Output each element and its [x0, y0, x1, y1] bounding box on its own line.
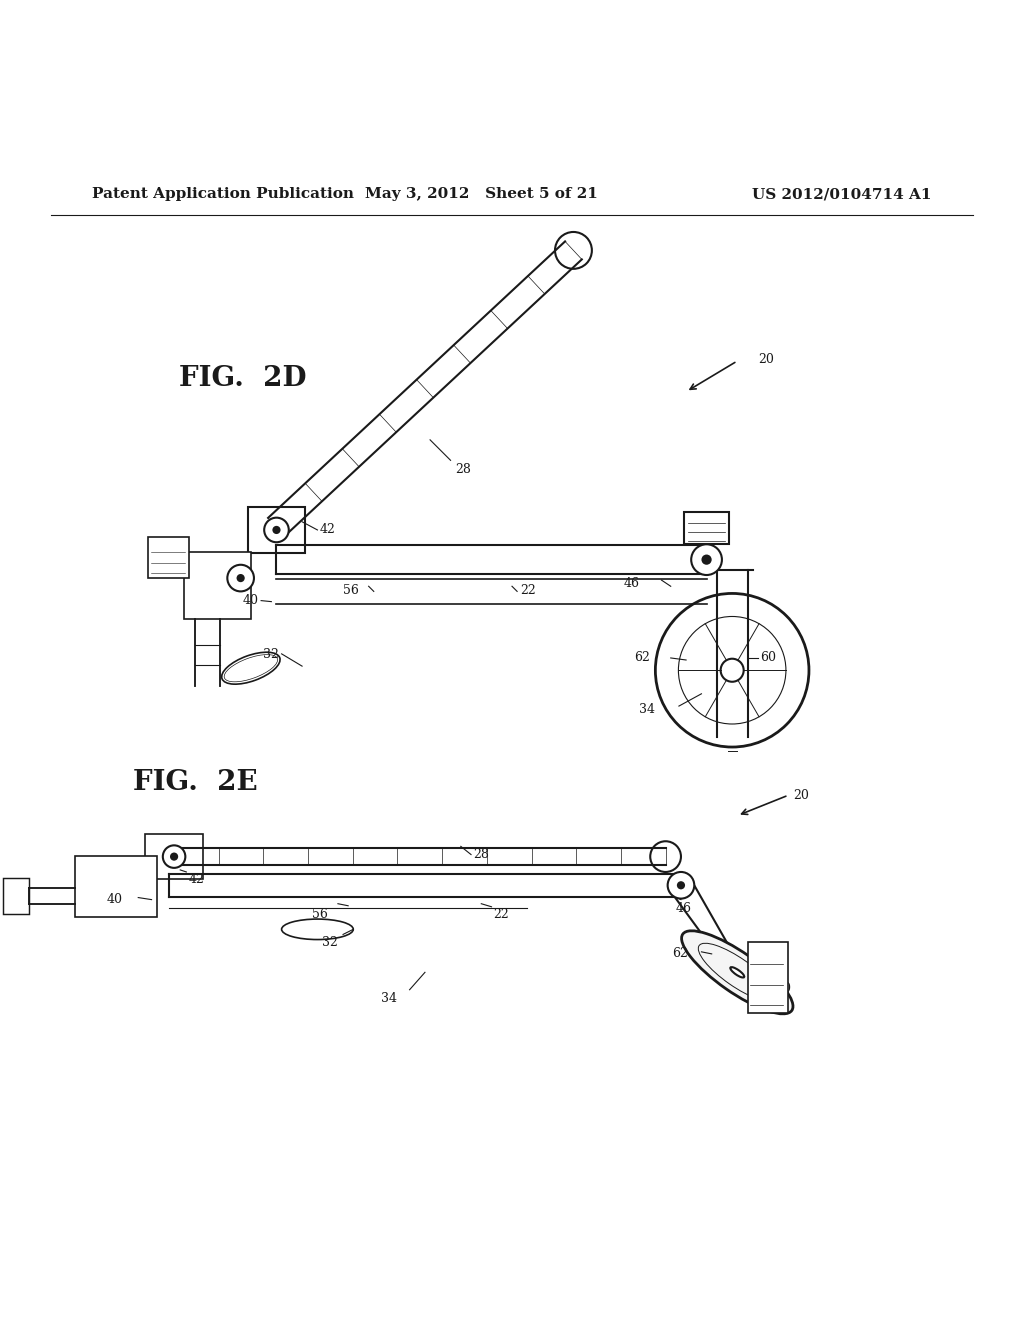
FancyBboxPatch shape	[145, 834, 203, 879]
Text: 46: 46	[624, 577, 640, 590]
Circle shape	[237, 574, 245, 582]
FancyBboxPatch shape	[684, 512, 729, 544]
Text: 28: 28	[456, 463, 472, 477]
FancyBboxPatch shape	[3, 878, 29, 913]
Text: 20: 20	[794, 788, 810, 801]
Text: FIG.  2E: FIG. 2E	[133, 770, 258, 796]
Circle shape	[691, 544, 722, 576]
FancyBboxPatch shape	[75, 855, 157, 917]
Ellipse shape	[682, 931, 793, 1014]
FancyBboxPatch shape	[249, 507, 305, 553]
Text: 60: 60	[760, 652, 776, 664]
Text: 32: 32	[322, 936, 338, 949]
FancyBboxPatch shape	[748, 941, 788, 1014]
Ellipse shape	[282, 919, 353, 940]
Circle shape	[227, 565, 254, 591]
Text: 42: 42	[319, 524, 336, 536]
Circle shape	[677, 882, 685, 890]
FancyBboxPatch shape	[148, 537, 189, 578]
Text: 60: 60	[775, 982, 792, 994]
FancyBboxPatch shape	[184, 553, 251, 619]
Circle shape	[701, 554, 712, 565]
Circle shape	[721, 659, 743, 681]
Text: 34: 34	[639, 702, 655, 715]
Text: 62: 62	[634, 652, 650, 664]
Circle shape	[668, 873, 694, 899]
Text: 42: 42	[188, 873, 205, 886]
Text: 28: 28	[473, 849, 489, 862]
Circle shape	[163, 845, 185, 867]
Text: 22: 22	[520, 583, 536, 597]
Text: May 3, 2012   Sheet 5 of 21: May 3, 2012 Sheet 5 of 21	[365, 187, 598, 201]
Circle shape	[170, 853, 178, 861]
Text: 32: 32	[262, 648, 279, 661]
Text: 20: 20	[758, 354, 774, 367]
Text: US 2012/0104714 A1: US 2012/0104714 A1	[753, 187, 932, 201]
Text: 62: 62	[672, 948, 688, 961]
Text: 40: 40	[243, 594, 259, 607]
Text: 22: 22	[494, 908, 509, 921]
Ellipse shape	[221, 652, 281, 684]
Text: Patent Application Publication: Patent Application Publication	[92, 187, 354, 201]
Text: FIG.  2D: FIG. 2D	[179, 364, 307, 392]
Text: 46: 46	[676, 902, 692, 915]
Text: 56: 56	[311, 908, 328, 921]
Text: 40: 40	[106, 894, 123, 906]
Circle shape	[264, 517, 289, 543]
Ellipse shape	[730, 968, 744, 978]
Text: 34: 34	[381, 991, 397, 1005]
Circle shape	[272, 525, 281, 535]
Text: 56: 56	[342, 583, 358, 597]
